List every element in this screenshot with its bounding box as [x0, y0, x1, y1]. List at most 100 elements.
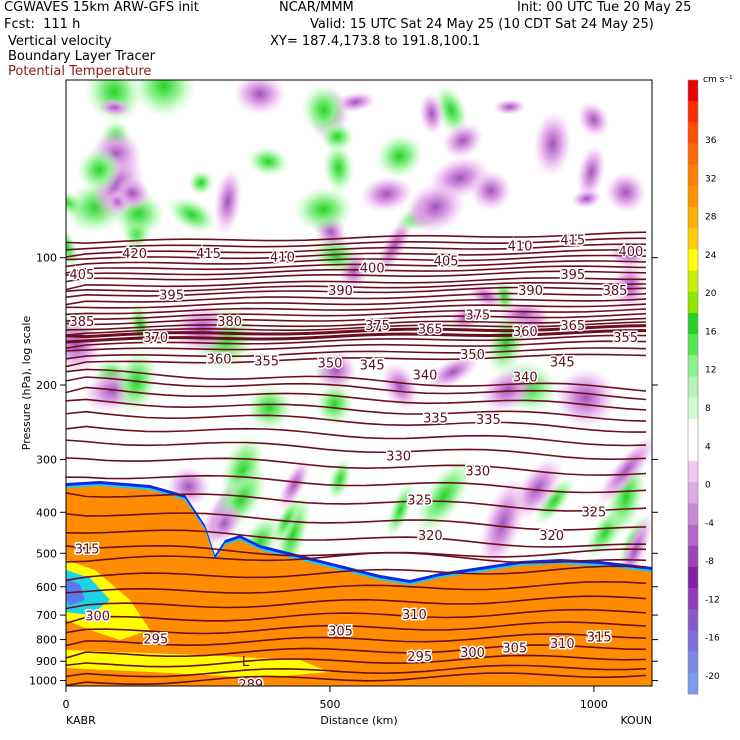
theta-contour-label: 405: [69, 268, 94, 283]
y-tick-label: 800: [36, 634, 57, 647]
theta-contour-label: 310: [402, 608, 427, 623]
colorbar-tick-label: -4: [705, 519, 714, 529]
theta-contour: [66, 410, 647, 433]
theta-contour: [66, 277, 646, 291]
colorbar-swatch: [688, 672, 698, 695]
updraft-region: [132, 80, 196, 118]
colorbar-tick-label: 12: [705, 366, 716, 376]
theta-contour-label: 330: [386, 449, 411, 464]
x-axis-label: Distance (km): [320, 714, 397, 727]
theta-contour-label: 395: [159, 289, 184, 304]
theta-contour-label: 325: [407, 493, 432, 508]
theta-contour: [66, 303, 647, 316]
colorbar-swatch: [688, 185, 698, 208]
theta-contour-label: 390: [328, 284, 353, 299]
colorbar-tick-label: -20: [705, 672, 720, 682]
colorbar-swatch: [688, 312, 698, 335]
theta-contour: [66, 457, 647, 476]
updraft-region: [327, 458, 353, 501]
theta-contour-label: 350: [318, 357, 343, 372]
downdraft-region: [113, 176, 151, 211]
colorbar-swatch: [688, 588, 698, 610]
theta-contour: [66, 308, 647, 322]
y-tick-label: 400: [36, 506, 57, 519]
theta-contour-label: 385: [69, 315, 94, 330]
theta-contour: [66, 324, 647, 339]
theta-contour-label: 340: [413, 369, 438, 384]
theta-contour: [66, 353, 647, 368]
theta-contour-label: 400: [360, 261, 385, 276]
theta-contour: [66, 548, 647, 563]
colorbar-tick-label: 32: [705, 174, 716, 184]
updraft-region: [320, 121, 354, 152]
y-tick-label: 500: [36, 547, 57, 560]
plot-frame: [65, 79, 653, 687]
downdraft-region: [612, 262, 647, 310]
updraft-region: [188, 169, 214, 196]
theta-contour-label: 405: [434, 254, 459, 269]
theta-contour: [66, 286, 647, 299]
updraft-region: [315, 382, 354, 426]
theta-contour-label: 340: [513, 370, 538, 385]
colorbar-tick-label: 16: [705, 327, 717, 337]
theta-contour-lines: [66, 231, 647, 686]
forecast-hour: Fcst: 111 h: [4, 17, 81, 32]
downdraft-region: [604, 171, 647, 213]
theta-contour: [66, 439, 647, 461]
theta-contour-label: 365: [418, 323, 443, 338]
downdraft-region: [497, 302, 550, 325]
theta-contour: [66, 512, 647, 531]
colorbar-swatch: [688, 376, 698, 398]
theta-contour: [66, 282, 647, 293]
theta-contour: [66, 312, 647, 326]
theta-contour: [66, 317, 647, 331]
organization-label: NCAR/MMM: [279, 0, 354, 15]
theta-contour: [66, 529, 646, 548]
colorbar-tick-label: -8: [705, 557, 714, 567]
colorbar-tick-label: -16: [705, 634, 720, 644]
theta-contour: [66, 644, 647, 659]
colorbar-swatch: [688, 270, 698, 293]
theta-contour-label: 300: [460, 646, 485, 661]
theta-contour: [66, 368, 647, 392]
init-time: Init: 00 UTC Tue 20 May 25: [517, 0, 692, 15]
downdraft-region: [381, 362, 419, 411]
theta-contour-label: 365: [560, 319, 585, 334]
downdraft-region: [554, 367, 617, 429]
downdraft-region: [479, 475, 527, 572]
colorbar-swatch: [688, 334, 698, 356]
theta-contour-label: 315: [75, 543, 100, 558]
theta-contour-label: 325: [582, 505, 607, 520]
colorbar-tick-label: 8: [705, 404, 711, 414]
colorbar-swatch: [688, 545, 698, 568]
theta-contour: [66, 237, 647, 251]
theta-contour: [66, 386, 647, 411]
theta-contour-label: 345: [360, 359, 385, 374]
y-axis: 100 200 300 400 500 600 700 800 900 1000: [29, 252, 658, 688]
theta-contour-label: 350: [460, 348, 485, 363]
colorbar-swatch: [688, 164, 698, 187]
colorbar-swatch: [688, 524, 698, 547]
theta-contour-label: 315: [587, 630, 612, 645]
updraft-region: [534, 476, 575, 525]
updraft-region: [322, 142, 355, 194]
theta-contour: [66, 425, 647, 447]
colorbar-swatch: [688, 122, 698, 144]
colorbar-swatch: [688, 207, 698, 229]
theta-contour: [66, 633, 647, 647]
theta-contour-label: 385: [603, 284, 628, 299]
colorbar-swatch: [688, 630, 698, 652]
left-endpoint-label: KABR: [66, 714, 96, 727]
downdraft-region: [278, 459, 310, 511]
downdraft-region: [533, 110, 572, 177]
colorbar-swatch: [688, 143, 698, 165]
updraft-region: [375, 133, 424, 179]
colorbar-swatch: [688, 355, 698, 377]
theta-contour-label: 310: [550, 637, 575, 652]
theta-contour: [66, 321, 647, 336]
theta-contour-label: 295: [143, 633, 168, 648]
downdraft-region: [233, 80, 287, 115]
theta-contour: [66, 492, 647, 512]
bl-yellow-surface-patch: [66, 650, 330, 678]
colorbar-unit: cm s⁻¹: [703, 75, 733, 85]
